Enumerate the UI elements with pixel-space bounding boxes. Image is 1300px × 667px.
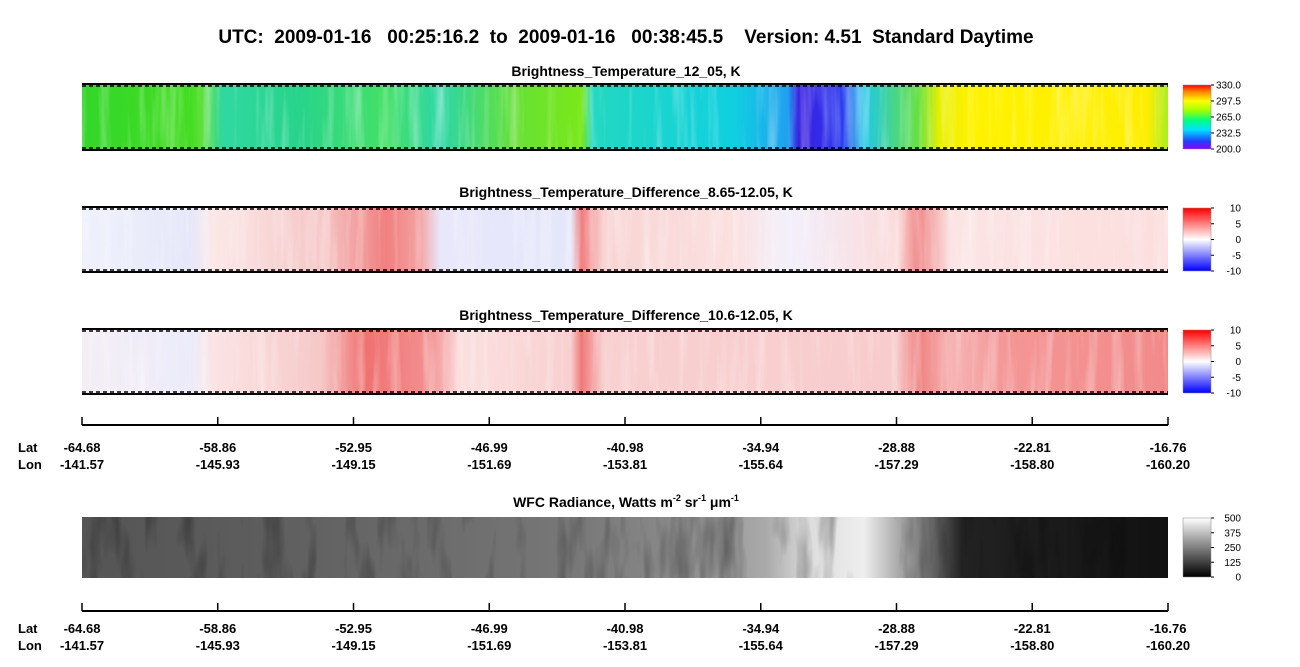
colorbar-tick-label: 500 [1224,514,1241,525]
colorbar-tick-label: 125 [1224,558,1241,569]
lon-tick-label: -155.64 [739,457,784,472]
colorbar-tick-label: 0 [1235,573,1241,584]
colorbar-tick-label: 330.0 [1216,81,1241,92]
colorbar [1182,207,1212,272]
lat-label: Lat [18,440,38,455]
title-part: sr [681,494,699,510]
lon-tick-label: -151.69 [467,457,511,472]
lat-tick-label: -16.76 [1150,440,1187,455]
lon-tick-label: -151.69 [467,638,511,653]
lat-tick-label: -52.95 [335,621,372,636]
colorbar-tick-label: 5 [1235,341,1241,352]
lat-tick-label: -28.88 [878,621,915,636]
main-title: UTC: 2009-01-16 00:25:16.2 to 2009-01-16… [218,27,1033,48]
lon-tick-label: -158.80 [1010,457,1054,472]
colorbar [1182,517,1212,578]
lat-tick-label: -58.86 [199,621,236,636]
colorbar [1182,84,1212,150]
lon-tick-label: -155.64 [739,638,784,653]
colorbar-tick-label: 5 [1235,219,1241,230]
colorbar [1182,329,1212,394]
lat-tick-label: -40.98 [607,440,644,455]
lat-tick-label: -16.76 [1150,621,1187,636]
colorbar-tick-label: -10 [1227,267,1242,278]
lon-tick-label: -141.57 [60,457,104,472]
lat-tick-label: -46.99 [471,440,508,455]
swath-texture [82,329,1168,394]
lon-label: Lon [18,457,42,472]
colorbar-tick-label: 200.0 [1216,145,1241,156]
panel-title: Brightness_Temperature_Difference_8.65-1… [459,184,793,200]
colorbar-tick-label: -5 [1232,373,1241,384]
lon-tick-label: -160.20 [1146,457,1190,472]
swath-texture [82,517,1168,578]
lon-tick-label: -158.80 [1010,638,1054,653]
lat-tick-label: -28.88 [878,440,915,455]
lon-tick-label: -145.93 [196,638,240,653]
lat-tick-label: -52.95 [335,440,372,455]
colorbar-tick-label: 0 [1235,357,1241,368]
colorbar-tick-label: 297.5 [1216,97,1241,108]
lat-tick-label: -46.99 [471,621,508,636]
colorbar-tick-label: 232.5 [1216,129,1241,140]
panel-title: Brightness_Temperature_12_05, K [511,63,740,79]
swath-texture [82,84,1168,150]
colorbar-tick-label: -5 [1232,251,1241,262]
lon-tick-label: -153.81 [603,638,647,653]
lat-tick-label: -22.81 [1014,621,1051,636]
lon-tick-label: -145.93 [196,457,240,472]
lat-tick-label: -40.98 [607,621,644,636]
title-superscript: -2 [673,493,681,503]
lat-tick-label: -34.94 [742,440,780,455]
colorbar-tick-label: 10 [1230,326,1242,337]
lon-tick-label: -157.29 [874,638,918,653]
lat-tick-label: -58.86 [199,440,236,455]
lon-tick-label: -153.81 [603,457,647,472]
lat-tick-label: -64.68 [64,440,101,455]
colorbar-tick-label: 250 [1224,543,1241,554]
lat-tick-label: -64.68 [64,621,101,636]
title-part: μm [706,494,731,510]
colorbar-tick-label: 375 [1224,528,1241,539]
lon-tick-label: -160.20 [1146,638,1190,653]
colorbar-tick-label: 10 [1230,204,1242,215]
panel-title: WFC Radiance, Watts m-2 sr-1 μm-1 [513,493,739,510]
panel-title: Brightness_Temperature_Difference_10.6-1… [459,307,793,323]
title-superscript: -1 [731,493,739,503]
title-superscript: -1 [698,493,706,503]
swath-texture [82,207,1168,272]
colorbar-tick-label: 0 [1235,235,1241,246]
lon-tick-label: -149.15 [331,457,375,472]
lat-tick-label: -22.81 [1014,440,1051,455]
colorbar-tick-label: 265.0 [1216,113,1241,124]
lat-label: Lat [18,621,38,636]
lat-tick-label: -34.94 [742,621,780,636]
title-part: WFC Radiance, Watts m [513,494,673,510]
lon-tick-label: -141.57 [60,638,104,653]
lon-tick-label: -157.29 [874,457,918,472]
colorbar-tick-label: -10 [1227,389,1242,400]
lon-label: Lon [18,638,42,653]
lon-tick-label: -149.15 [331,638,375,653]
